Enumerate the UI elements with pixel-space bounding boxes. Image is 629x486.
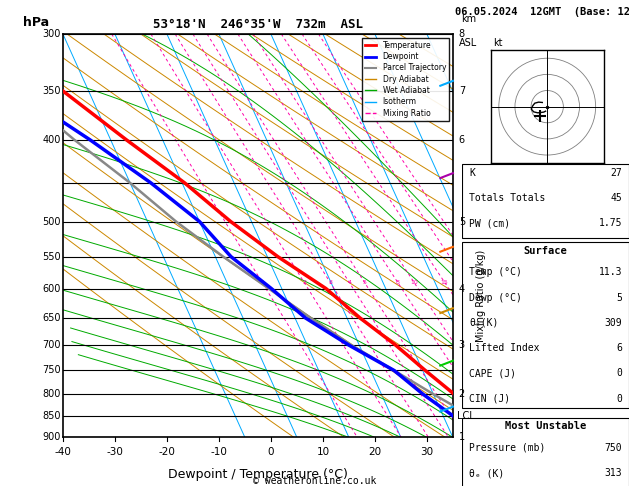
Text: -10: -10 (211, 448, 227, 457)
Text: Surface: Surface (524, 246, 567, 256)
Text: 850: 850 (42, 412, 61, 421)
Text: 5: 5 (362, 280, 366, 285)
Text: 6: 6 (459, 135, 465, 145)
Text: ASL: ASL (459, 38, 477, 48)
Text: 650: 650 (42, 313, 61, 323)
Text: θₑ(K): θₑ(K) (469, 318, 498, 328)
Text: 6: 6 (616, 343, 622, 353)
Text: 550: 550 (42, 252, 61, 261)
Text: 8: 8 (459, 29, 465, 39)
Text: 750: 750 (604, 443, 622, 453)
Text: 900: 900 (43, 433, 61, 442)
Text: 8: 8 (396, 280, 399, 285)
Text: 10: 10 (316, 448, 330, 457)
Title: 53°18'N  246°35'W  732m  ASL: 53°18'N 246°35'W 732m ASL (153, 18, 363, 32)
Text: 0: 0 (267, 448, 274, 457)
Text: 400: 400 (43, 135, 61, 145)
Text: 309: 309 (604, 318, 622, 328)
Text: 27: 27 (611, 168, 622, 178)
Text: 1: 1 (459, 433, 465, 442)
Text: -30: -30 (106, 448, 123, 457)
Text: 20: 20 (369, 448, 381, 457)
Text: 300: 300 (43, 29, 61, 39)
Text: 10: 10 (410, 280, 418, 285)
Text: 750: 750 (42, 365, 61, 376)
Text: 1: 1 (260, 280, 264, 285)
Text: 3: 3 (328, 280, 332, 285)
Text: 3: 3 (459, 340, 465, 350)
Text: 4: 4 (459, 283, 465, 294)
Text: 30: 30 (420, 448, 433, 457)
Text: 800: 800 (43, 389, 61, 399)
Text: -20: -20 (159, 448, 175, 457)
Text: 06.05.2024  12GMT  (Base: 12): 06.05.2024 12GMT (Base: 12) (455, 7, 629, 17)
Text: 0: 0 (616, 394, 622, 404)
Text: CIN (J): CIN (J) (469, 394, 510, 404)
Text: 15: 15 (441, 280, 448, 285)
Text: 7: 7 (459, 86, 465, 96)
Text: 5: 5 (459, 217, 465, 226)
Legend: Temperature, Dewpoint, Parcel Trajectory, Dry Adiabat, Wet Adiabat, Isotherm, Mi: Temperature, Dewpoint, Parcel Trajectory… (362, 38, 449, 121)
Text: -40: -40 (55, 448, 71, 457)
Text: θₑ (K): θₑ (K) (469, 468, 504, 478)
Text: Totals Totals: Totals Totals (469, 193, 545, 203)
Text: 11.3: 11.3 (599, 267, 622, 278)
Text: 350: 350 (42, 86, 61, 96)
Text: Dewp (°C): Dewp (°C) (469, 293, 522, 303)
Text: hPa: hPa (23, 16, 48, 29)
Text: © weatheronline.co.uk: © weatheronline.co.uk (253, 476, 376, 486)
Text: LCL: LCL (457, 412, 474, 421)
Text: 2: 2 (459, 389, 465, 399)
Text: 313: 313 (604, 468, 622, 478)
Text: km: km (461, 14, 476, 24)
Text: Pressure (mb): Pressure (mb) (469, 443, 545, 453)
Text: 20: 20 (463, 280, 471, 285)
Text: CAPE (J): CAPE (J) (469, 368, 516, 379)
Text: 1.75: 1.75 (599, 218, 622, 228)
Text: kt: kt (493, 37, 503, 48)
Text: 45: 45 (611, 193, 622, 203)
Text: 600: 600 (43, 283, 61, 294)
Text: 4: 4 (347, 280, 351, 285)
Text: Mixing Ratio (g/kg): Mixing Ratio (g/kg) (476, 250, 486, 342)
Text: K: K (469, 168, 475, 178)
Text: 5: 5 (616, 293, 622, 303)
Text: Dewpoint / Temperature (°C): Dewpoint / Temperature (°C) (168, 468, 348, 481)
Text: PW (cm): PW (cm) (469, 218, 510, 228)
Text: 0: 0 (616, 368, 622, 379)
Text: Lifted Index: Lifted Index (469, 343, 540, 353)
Text: 2: 2 (302, 280, 306, 285)
Text: 700: 700 (42, 340, 61, 350)
Text: Most Unstable: Most Unstable (505, 421, 586, 432)
Text: 500: 500 (42, 217, 61, 226)
Text: Temp (°C): Temp (°C) (469, 267, 522, 278)
